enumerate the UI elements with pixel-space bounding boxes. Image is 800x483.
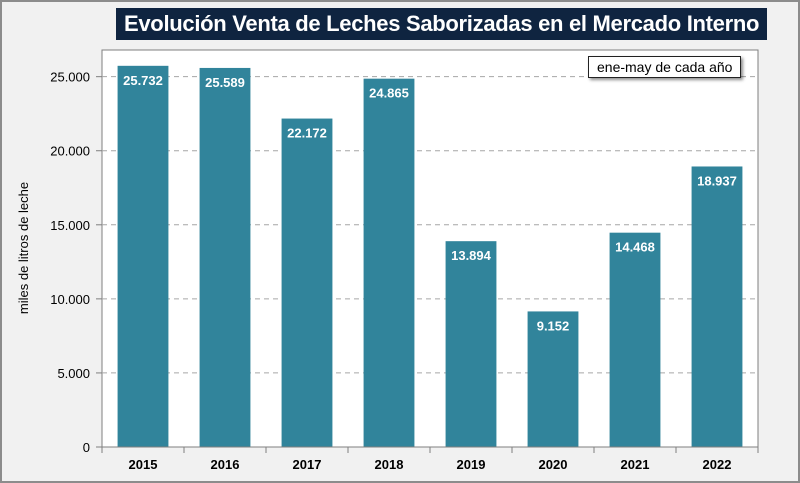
bar-2019: [445, 241, 497, 447]
data-label: 25.732: [123, 73, 163, 88]
bar-2022: [691, 166, 743, 447]
x-tick-label: 2019: [457, 457, 486, 472]
x-tick-label: 2021: [621, 457, 650, 472]
y-tick-label: 20.000: [50, 144, 90, 159]
data-label: 22.172: [287, 126, 327, 141]
y-axis-label: miles de litros de leche: [16, 182, 31, 314]
data-label: 24.865: [369, 86, 409, 101]
bar-2016: [199, 67, 251, 448]
bar-2017: [281, 118, 333, 447]
x-tick-label: 2017: [293, 457, 322, 472]
chart-title: Evolución Venta de Leches Saborizadas en…: [116, 8, 768, 40]
data-label: 9.152: [537, 318, 570, 333]
x-tick-label: 2015: [129, 457, 158, 472]
data-label: 13.894: [451, 248, 492, 263]
x-tick-label: 2020: [539, 457, 568, 472]
bar-2020: [527, 311, 579, 447]
y-tick-label: 10.000: [50, 292, 90, 307]
data-label: 25.589: [205, 75, 245, 90]
data-label: 18.937: [697, 173, 737, 188]
x-tick-label: 2018: [375, 457, 404, 472]
bar-2015: [117, 65, 169, 448]
data-label: 14.468: [615, 240, 655, 255]
x-tick-label: 2016: [211, 457, 240, 472]
y-tick-label: 5.000: [57, 366, 90, 381]
x-tick-label: 2022: [703, 457, 732, 472]
y-tick-label: 25.000: [50, 70, 90, 85]
y-tick-label: 0: [83, 440, 90, 455]
period-annotation: ene-may de cada año: [588, 56, 742, 78]
bar-2018: [363, 78, 415, 447]
y-tick-label: 15.000: [50, 218, 90, 233]
bar-2021: [609, 232, 661, 447]
